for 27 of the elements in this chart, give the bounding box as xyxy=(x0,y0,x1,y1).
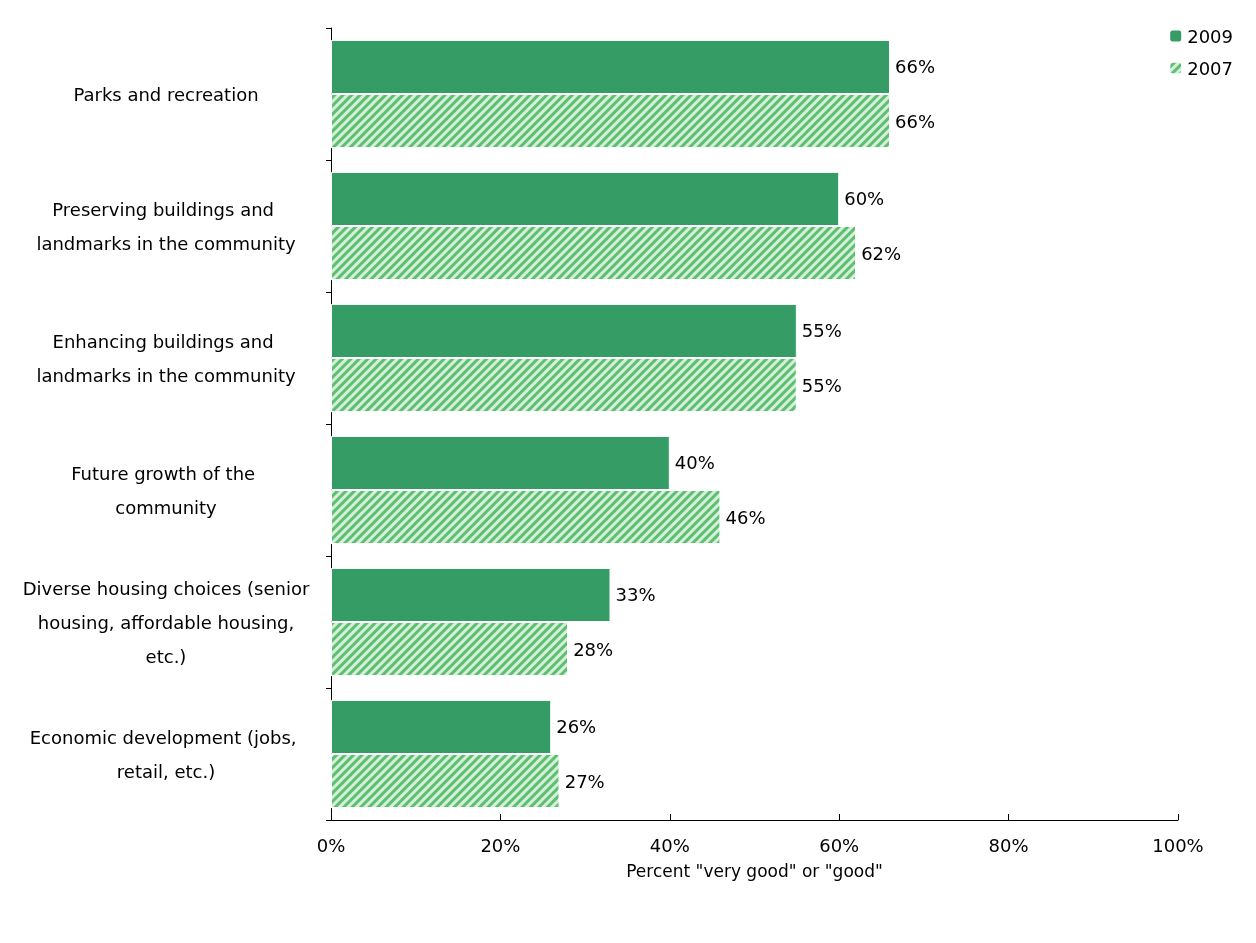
y-tick-label: Economic development (jobs, retail, etc.) xyxy=(29,726,303,782)
data-label: 62% xyxy=(861,242,902,264)
x-axis-title: Percent "very good" or "good" xyxy=(626,860,883,881)
legend-label: 2007 xyxy=(1187,57,1233,79)
data-label: 66% xyxy=(895,110,936,132)
y-tick-label: Future growth of the community xyxy=(71,462,261,518)
x-tick-label: 0% xyxy=(316,834,346,856)
x-tick-label: 100% xyxy=(1152,834,1204,856)
data-label: 40% xyxy=(674,452,715,474)
data-label: 26% xyxy=(556,716,597,738)
x-tick-label: 20% xyxy=(480,834,521,856)
x-tick-label: 40% xyxy=(649,834,690,856)
data-label: 33% xyxy=(615,584,656,606)
data-label: 60% xyxy=(844,188,885,210)
y-tick-label: Parks and recreation xyxy=(73,83,259,105)
data-label: 66% xyxy=(895,56,936,78)
data-label: 27% xyxy=(564,770,605,792)
data-label: 46% xyxy=(725,506,766,528)
y-tick-label: Preserving buildings and landmarks in the community xyxy=(36,198,296,254)
x-tick-label: 60% xyxy=(819,834,860,856)
data-label: 28% xyxy=(573,638,614,660)
y-tick-label: Diverse housing choices (senior housing, affordable housing, etc.) xyxy=(22,577,310,667)
legend-label: 2009 xyxy=(1187,25,1233,47)
data-label: 55% xyxy=(801,374,842,396)
y-tick-label: Enhancing buildings and landmarks in the community xyxy=(36,330,296,386)
x-tick-label: 80% xyxy=(988,834,1029,856)
data-label: 55% xyxy=(801,320,842,342)
